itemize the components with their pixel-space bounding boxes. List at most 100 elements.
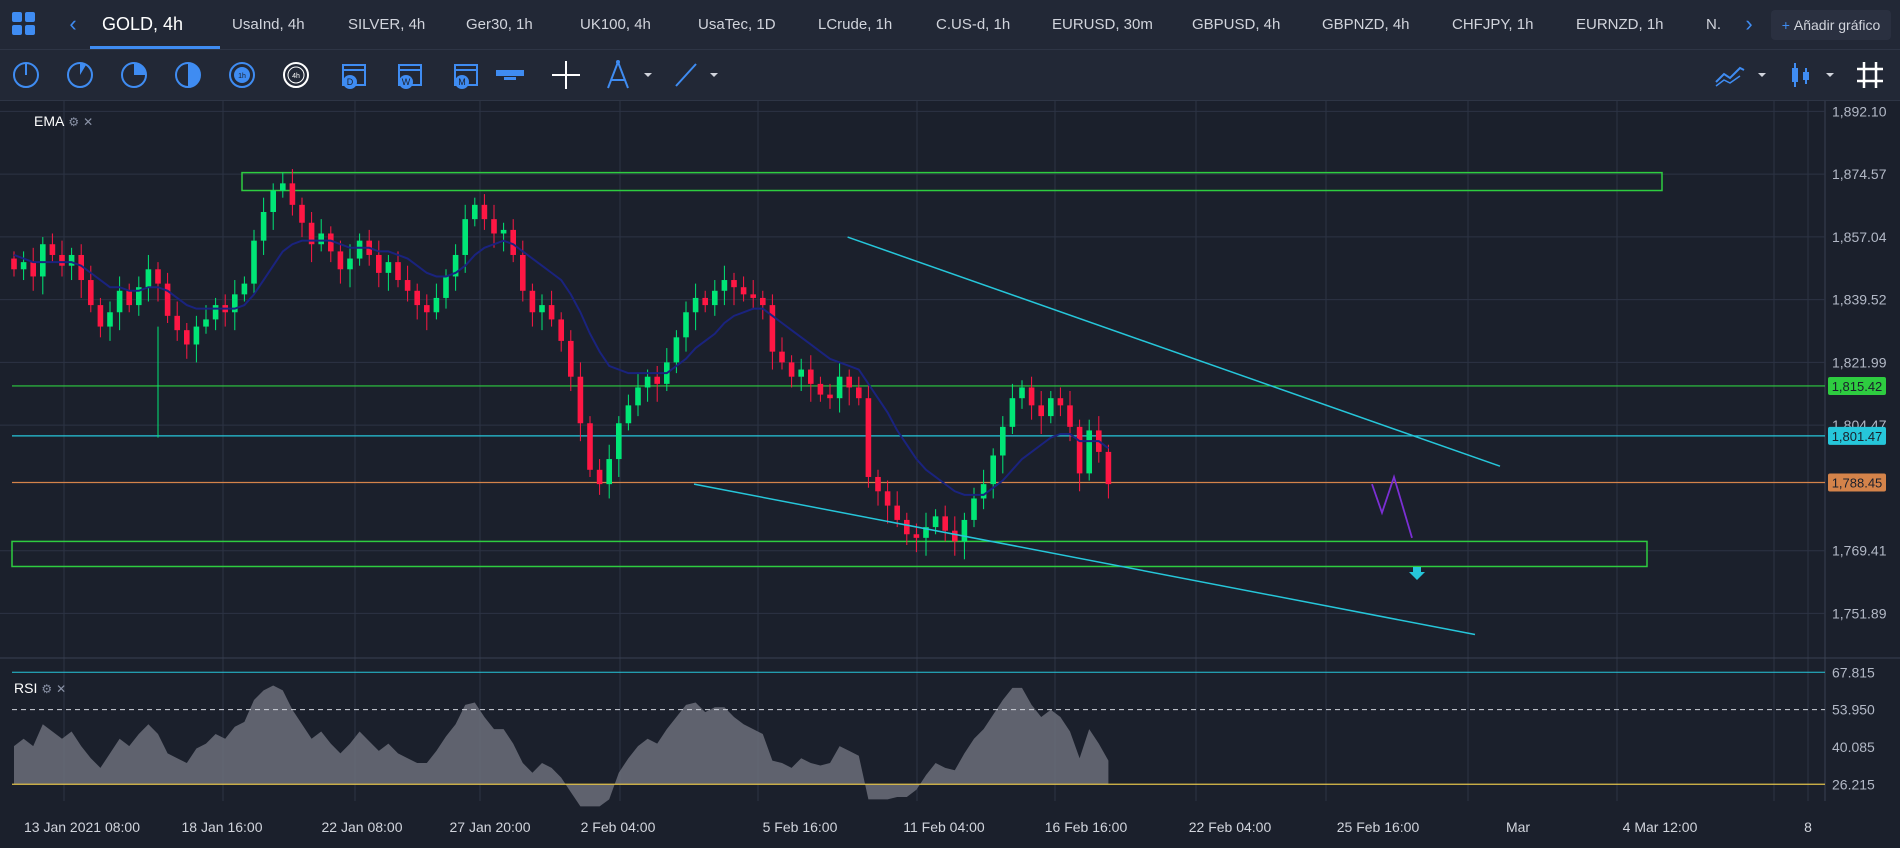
candle-body: [78, 254, 84, 281]
candle-body: [817, 383, 824, 395]
tab-n[interactable]: N.: [1706, 16, 1721, 33]
candle-body: [443, 276, 449, 298]
rsi-label-text: RSI: [14, 680, 38, 696]
x-tick-label: 25 Feb 16:00: [1337, 819, 1420, 835]
clock-1m-icon[interactable]: [8, 58, 44, 92]
trendline-icon[interactable]: [668, 58, 704, 92]
channel-upper-line: [847, 236, 1501, 467]
candle-body: [40, 244, 46, 277]
candle-body: [904, 519, 910, 535]
price-chart[interactable]: 1,892.10 1,874.57 1,857.04 1,839.52 1,821.99…: [0, 101, 1900, 843]
calendar-day-icon[interactable]: D: [336, 58, 372, 92]
indicators-icon[interactable]: [1712, 58, 1748, 92]
candle-body: [1076, 426, 1083, 474]
candle-body: [884, 491, 891, 506]
candle-body: [203, 319, 209, 327]
candle-body: [299, 204, 305, 223]
range-icon[interactable]: [492, 58, 528, 92]
candle-body: [126, 290, 132, 306]
tab-eurusd-30m[interactable]: EURUSD, 30m: [1052, 16, 1153, 33]
tab-usatec-1d[interactable]: UsaTec, 1D: [698, 16, 776, 33]
tab-gold-4h[interactable]: GOLD, 4h: [102, 14, 184, 34]
gear-icon[interactable]: ⚙: [68, 115, 80, 129]
candle-type-dropdown-icon[interactable]: [1818, 58, 1842, 92]
candle-body: [894, 505, 900, 520]
clock-5m-icon[interactable]: [62, 58, 98, 92]
tab-gbpnzd-4h[interactable]: GBPNZD, 4h: [1322, 16, 1410, 33]
rsi-tick-label: 67.815: [1832, 664, 1875, 680]
svg-text:1h: 1h: [238, 73, 246, 80]
pitchfork-dropdown-icon[interactable]: [636, 58, 660, 92]
crosshair-icon[interactable]: [548, 58, 584, 92]
candle-body: [1038, 405, 1044, 417]
candle-body: [836, 376, 843, 399]
svg-text:4h: 4h: [292, 73, 300, 80]
candle-body: [232, 294, 238, 313]
tab-gbpusd-4h[interactable]: GBPUSD, 4h: [1192, 16, 1281, 33]
y-tick-label: 1,821.99: [1832, 354, 1887, 370]
chart-area[interactable]: 1,892.10 1,874.57 1,857.04 1,839.52 1,821.99…: [0, 101, 1900, 843]
x-tick-label: 18 Jan 16:00: [182, 819, 263, 835]
candle-body: [529, 290, 536, 313]
candle-body: [481, 204, 488, 220]
pitchfork-icon[interactable]: [600, 58, 636, 92]
candle-type-icon[interactable]: [1782, 58, 1818, 92]
tab-c-us-d-1h[interactable]: C.US-d, 1h: [936, 16, 1011, 33]
apps-grid-icon[interactable]: [12, 12, 36, 36]
tabs-next-icon[interactable]: ›: [1745, 11, 1753, 36]
tab-eurnzd-1h[interactable]: EURNZD, 1h: [1576, 16, 1664, 33]
candle-body: [452, 254, 459, 277]
tab-chfjpy-1h[interactable]: CHFJPY, 1h: [1452, 16, 1534, 33]
candle-body: [289, 183, 296, 205]
indicators-dropdown-icon[interactable]: [1750, 58, 1774, 92]
calendar-month-icon[interactable]: M: [448, 58, 484, 92]
candle-body: [587, 423, 593, 470]
candle-body: [673, 337, 680, 363]
x-tick-label: 22 Feb 04:00: [1189, 819, 1272, 835]
tab-ger30-1h[interactable]: Ger30, 1h: [466, 16, 533, 33]
candle-body: [270, 190, 276, 212]
candle-body: [164, 283, 171, 316]
candle-body: [1086, 430, 1092, 474]
candle-body: [923, 527, 929, 538]
candle-body: [568, 340, 574, 377]
y-tick-label: 1,769.41: [1832, 543, 1887, 559]
clock-4h-icon[interactable]: 4h: [278, 58, 314, 92]
candle-body: [424, 305, 430, 313]
candle-body: [145, 269, 152, 288]
grid-icon[interactable]: [1852, 58, 1888, 92]
clock-1h-icon[interactable]: 1h: [224, 58, 260, 92]
svg-text:W: W: [402, 77, 411, 87]
price-axis-background: [1825, 101, 1900, 843]
candle-body: [596, 469, 603, 485]
candle-body: [539, 305, 545, 313]
calendar-week-icon[interactable]: W: [392, 58, 428, 92]
ema-indicator-label[interactable]: EMA ⚙ ✕: [34, 113, 93, 129]
add-chart-button[interactable]: + Añadir gráfico: [1771, 10, 1891, 40]
tab-silver-4h[interactable]: SILVER, 4h: [348, 16, 426, 33]
candle-body: [116, 290, 123, 313]
candle-body: [980, 484, 987, 499]
tab-usaind-4h[interactable]: UsaInd, 4h: [232, 16, 305, 33]
candle-body: [616, 423, 622, 460]
close-icon[interactable]: ✕: [56, 682, 67, 696]
gear-icon[interactable]: ⚙: [41, 682, 53, 696]
candle-body: [827, 394, 833, 399]
trendline-dropdown-icon[interactable]: [702, 58, 726, 92]
candle-body: [635, 387, 641, 406]
tab-uk100-4h[interactable]: UK100, 4h: [580, 16, 651, 33]
tabs-prev-icon[interactable]: ‹: [69, 11, 77, 36]
tab-lcrude-1h[interactable]: LCrude, 1h: [818, 16, 893, 33]
candle-body: [625, 405, 632, 424]
plus-icon: +: [1781, 17, 1790, 33]
candle-body: [68, 254, 75, 266]
rsi-tick-label: 40.085: [1832, 739, 1875, 755]
y-tick-label: 1,857.04: [1832, 229, 1887, 245]
rsi-indicator-label[interactable]: RSI ⚙ ✕: [14, 680, 66, 696]
clock-30m-icon[interactable]: [170, 58, 206, 92]
candle-body: [808, 369, 814, 384]
price-level-tag: [1828, 426, 1886, 445]
clock-15m-icon[interactable]: [116, 58, 152, 92]
support-zone: [11, 540, 1648, 568]
close-icon[interactable]: ✕: [83, 115, 94, 129]
